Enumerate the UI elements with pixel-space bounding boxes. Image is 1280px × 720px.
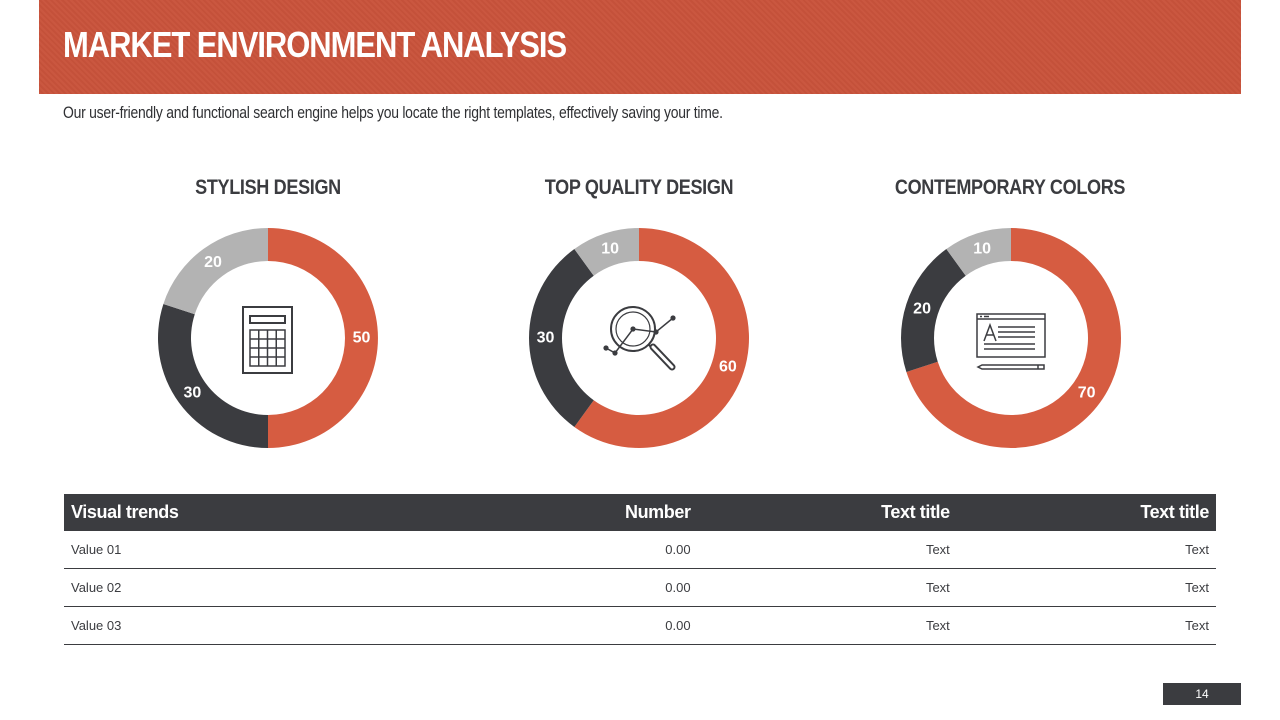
donut-segment: [158, 304, 268, 448]
donut-data-label: 10: [601, 241, 619, 258]
table-cell: Text: [697, 568, 957, 607]
donut-segment: [946, 228, 1011, 276]
calculator-icon: [242, 306, 293, 374]
donut-segment: [574, 228, 639, 276]
visual-trends-table: Visual trends Number Text title Text tit…: [64, 494, 1216, 645]
table-cell: 0.00: [582, 606, 698, 645]
table-cell: Text: [697, 606, 957, 645]
chart-title-top-quality-design: TOP QUALITY DESIGN: [544, 176, 734, 199]
donut-data-label: 20: [913, 301, 931, 318]
donut-chart-stylish-design: 50 30 20: [158, 228, 378, 448]
donut-segment: [268, 228, 378, 448]
table-cell: Value 03: [64, 606, 583, 645]
donut-data-label: 20: [204, 254, 222, 271]
donut-data-label: 30: [537, 330, 555, 347]
column-header-visual-trends: Visual trends: [64, 494, 583, 531]
donut-data-label: 50: [353, 330, 371, 347]
column-header-text-title-1: Text title: [697, 494, 957, 531]
donut-data-label: 70: [1078, 384, 1096, 401]
donut-segment: [901, 249, 966, 372]
donut-segment: [574, 228, 750, 448]
page-subtitle: Our user-friendly and functional search …: [63, 103, 723, 122]
table-cell: Text: [697, 531, 957, 569]
donut-data-label: 10: [973, 241, 991, 258]
donut-data-label: 60: [719, 358, 737, 375]
donut-data-label: 30: [183, 384, 201, 401]
text-document-pencil-icon: [976, 313, 1046, 370]
table-cell: Text: [956, 568, 1216, 607]
donut-segment: [163, 228, 268, 315]
table-header-row: Visual trends Number Text title Text tit…: [64, 494, 1216, 531]
table-row: Value 01 0.00 Text Text: [64, 531, 1216, 569]
donut-chart-contemporary-colors: 70 20 10: [901, 228, 1121, 448]
column-header-text-title-2: Text title: [956, 494, 1216, 531]
chart-title-stylish-design: STYLISH DESIGN: [195, 176, 341, 199]
table-cell: 0.00: [582, 531, 698, 569]
page-title: MARKET ENVIRONMENT ANALYSIS: [63, 24, 567, 65]
magnifier-analytics-icon: [603, 306, 676, 371]
table-row: Value 02 0.00 Text Text: [64, 568, 1216, 607]
donut-chart-top-quality-design: 60 30 10: [529, 228, 750, 448]
donut-segment: [529, 249, 594, 427]
table-cell: Value 02: [64, 568, 583, 607]
column-header-number: Number: [582, 494, 698, 531]
chart-title-contemporary-colors: CONTEMPORARY COLORS: [894, 176, 1126, 199]
table-cell: Text: [956, 531, 1216, 569]
table-cell: Text: [956, 606, 1216, 645]
title-banner: MARKET ENVIRONMENT ANALYSIS: [39, 0, 1241, 94]
donut-segment: [906, 228, 1121, 448]
table-row: Value 03 0.00 Text Text: [64, 606, 1216, 645]
table-cell: Value 01: [64, 531, 583, 569]
page-number: 14: [1163, 683, 1241, 705]
table-cell: 0.00: [582, 568, 698, 607]
